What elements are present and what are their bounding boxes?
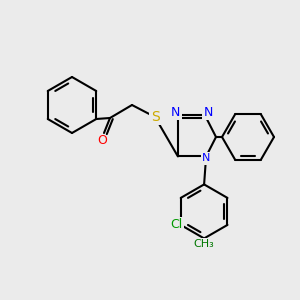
Text: O: O [97,134,107,146]
Text: CH₃: CH₃ [194,239,214,249]
Text: N: N [202,153,210,164]
Text: N: N [203,106,213,119]
Text: Cl: Cl [171,218,183,231]
Text: S: S [151,110,159,124]
Text: N: N [171,106,181,119]
